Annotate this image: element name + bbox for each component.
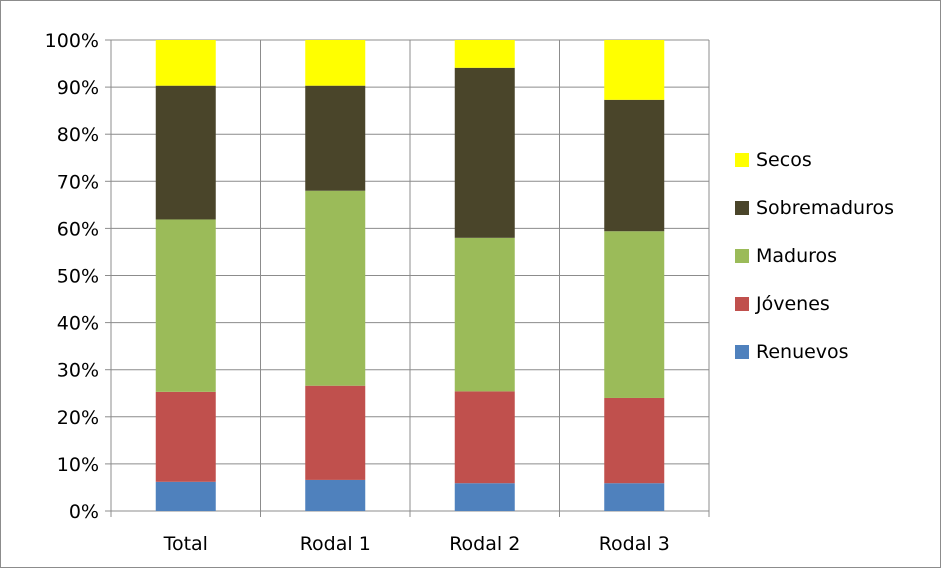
x-tick-label: Total (163, 533, 208, 555)
bar-segment (155, 391, 216, 482)
bar-segment (454, 391, 515, 484)
y-tick-label: 30% (57, 360, 99, 382)
bar-segment (305, 40, 366, 86)
bar-segment (454, 40, 515, 68)
bar-segment (155, 481, 216, 511)
y-tick-label: 40% (57, 313, 99, 335)
bar-segment (604, 231, 665, 398)
bar-segment (155, 219, 216, 392)
bar-segment (155, 40, 216, 86)
bar-segment (305, 479, 366, 511)
bar-segment (454, 67, 515, 238)
x-tick-label: Rodal 2 (449, 533, 520, 555)
x-tick-label: Rodal 1 (300, 533, 371, 555)
legend-swatch (735, 345, 749, 359)
bar-segment (454, 237, 515, 392)
legend-swatch (735, 201, 749, 215)
bars-layer (155, 40, 665, 511)
legend-label: Secos (756, 149, 812, 171)
axis-layer: 0% 10% 20% 30% 40% 50% 60% 70% 80% 90% 100% Total Ro… (45, 30, 710, 555)
bar-segment (155, 85, 216, 220)
legend-label: Maduros (756, 245, 837, 267)
bar-segment (604, 397, 665, 484)
bar-segment (604, 99, 665, 232)
legend-label: Renuevos (756, 341, 849, 363)
bar-segment (305, 85, 366, 191)
y-tick-label: 50% (57, 266, 99, 288)
bar-segment (604, 483, 665, 511)
bar-segment (604, 40, 665, 100)
y-tick-label: 100% (45, 30, 99, 52)
legend-swatch (735, 249, 749, 263)
y-tick-label: 60% (57, 218, 99, 240)
y-tick-label: 0% (69, 501, 99, 523)
y-tick-label: 90% (57, 77, 99, 99)
y-tick-label: 10% (57, 454, 99, 476)
legend: Secos Sobremaduros Maduros Jóvenes Renuevos (735, 149, 894, 363)
y-tick-label: 80% (57, 124, 99, 146)
bar-segment (454, 483, 515, 511)
legend-swatch (735, 297, 749, 311)
legend-label: Sobremaduros (756, 197, 894, 219)
bar-segment (305, 190, 366, 386)
legend-label: Jóvenes (755, 293, 830, 315)
y-tick-label: 20% (57, 407, 99, 429)
bar-segment (305, 385, 366, 480)
legend-swatch (735, 153, 749, 167)
y-tick-label: 70% (57, 171, 99, 193)
x-tick-label: Rodal 3 (599, 533, 670, 555)
